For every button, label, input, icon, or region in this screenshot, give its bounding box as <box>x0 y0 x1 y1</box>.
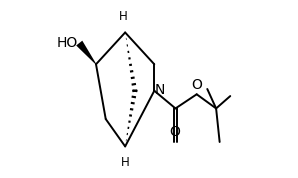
Text: HO: HO <box>56 36 77 50</box>
Text: H: H <box>121 156 130 169</box>
Text: O: O <box>170 125 181 139</box>
Text: H: H <box>119 10 128 23</box>
Polygon shape <box>76 41 96 64</box>
Text: O: O <box>191 78 202 92</box>
Text: N: N <box>154 83 165 97</box>
